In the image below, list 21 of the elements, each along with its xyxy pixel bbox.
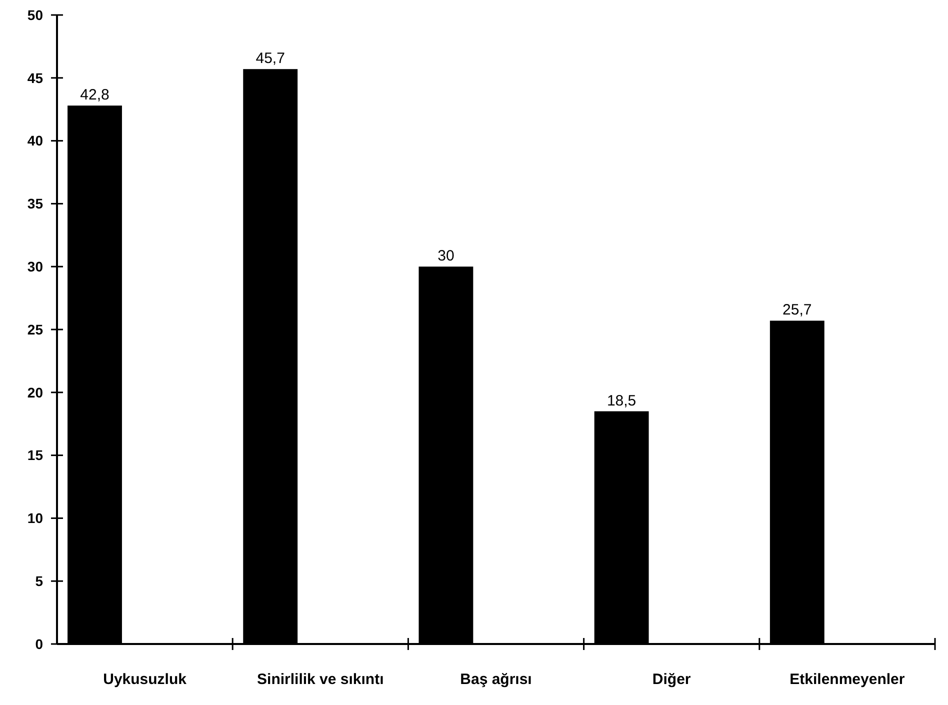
y-tick-label: 15 xyxy=(27,447,44,464)
x-tick-label: Uykusuzluk xyxy=(103,671,188,688)
data-label: 30 xyxy=(438,248,454,265)
y-tick-label: 10 xyxy=(27,510,44,526)
y-tick-label: 40 xyxy=(27,132,44,149)
y-tick-label: 45 xyxy=(27,70,44,86)
data-label: 18,5 xyxy=(606,392,636,410)
y-tick-label: 50 xyxy=(27,6,44,23)
data-label: 25,7 xyxy=(782,302,812,319)
y-tick-label: 25 xyxy=(27,321,44,338)
x-tick-label: Diğer xyxy=(652,671,691,688)
y-tick-label: 30 xyxy=(27,258,44,274)
x-tick-label: Baş ağrısı xyxy=(460,671,532,688)
y-tick-label: 20 xyxy=(27,384,44,400)
y-tick-label: 35 xyxy=(27,196,44,212)
y-tick-label: 5 xyxy=(35,573,44,589)
y-tick-label: 0 xyxy=(35,636,44,652)
x-tick-label: Sinirlilik ve sıkıntı xyxy=(257,671,384,688)
data-label: 42,8 xyxy=(80,86,110,104)
x-tick-label: Etkilenmeyenler xyxy=(790,671,905,688)
data-label: 45,7 xyxy=(256,50,285,68)
